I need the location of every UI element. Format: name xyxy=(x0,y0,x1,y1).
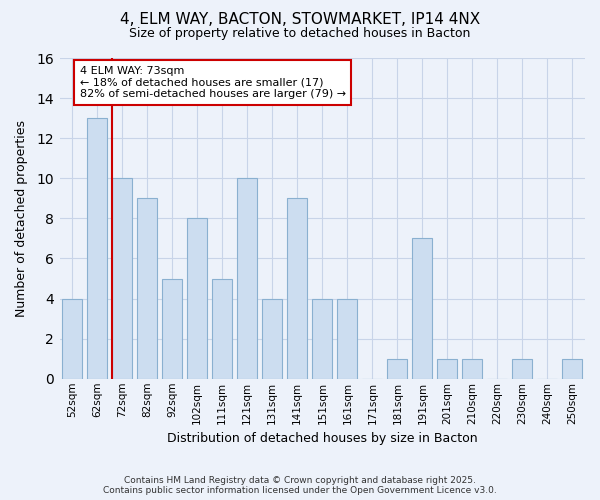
Bar xyxy=(437,358,457,379)
Bar xyxy=(512,358,532,379)
Bar xyxy=(212,278,232,379)
Bar xyxy=(337,298,358,379)
Bar xyxy=(388,358,407,379)
X-axis label: Distribution of detached houses by size in Bacton: Distribution of detached houses by size … xyxy=(167,432,478,445)
Bar xyxy=(162,278,182,379)
Bar xyxy=(262,298,282,379)
Bar xyxy=(313,298,332,379)
Bar xyxy=(187,218,207,379)
Bar xyxy=(463,358,482,379)
Text: Size of property relative to detached houses in Bacton: Size of property relative to detached ho… xyxy=(130,28,470,40)
Bar xyxy=(87,118,107,379)
Text: 4 ELM WAY: 73sqm
← 18% of detached houses are smaller (17)
82% of semi-detached : 4 ELM WAY: 73sqm ← 18% of detached house… xyxy=(80,66,346,99)
Bar xyxy=(137,198,157,379)
Bar xyxy=(412,238,433,379)
Text: Contains HM Land Registry data © Crown copyright and database right 2025.
Contai: Contains HM Land Registry data © Crown c… xyxy=(103,476,497,495)
Bar xyxy=(287,198,307,379)
Bar xyxy=(562,358,583,379)
Text: 4, ELM WAY, BACTON, STOWMARKET, IP14 4NX: 4, ELM WAY, BACTON, STOWMARKET, IP14 4NX xyxy=(120,12,480,28)
Y-axis label: Number of detached properties: Number of detached properties xyxy=(15,120,28,317)
Bar xyxy=(237,178,257,379)
Bar xyxy=(112,178,132,379)
Bar xyxy=(62,298,82,379)
